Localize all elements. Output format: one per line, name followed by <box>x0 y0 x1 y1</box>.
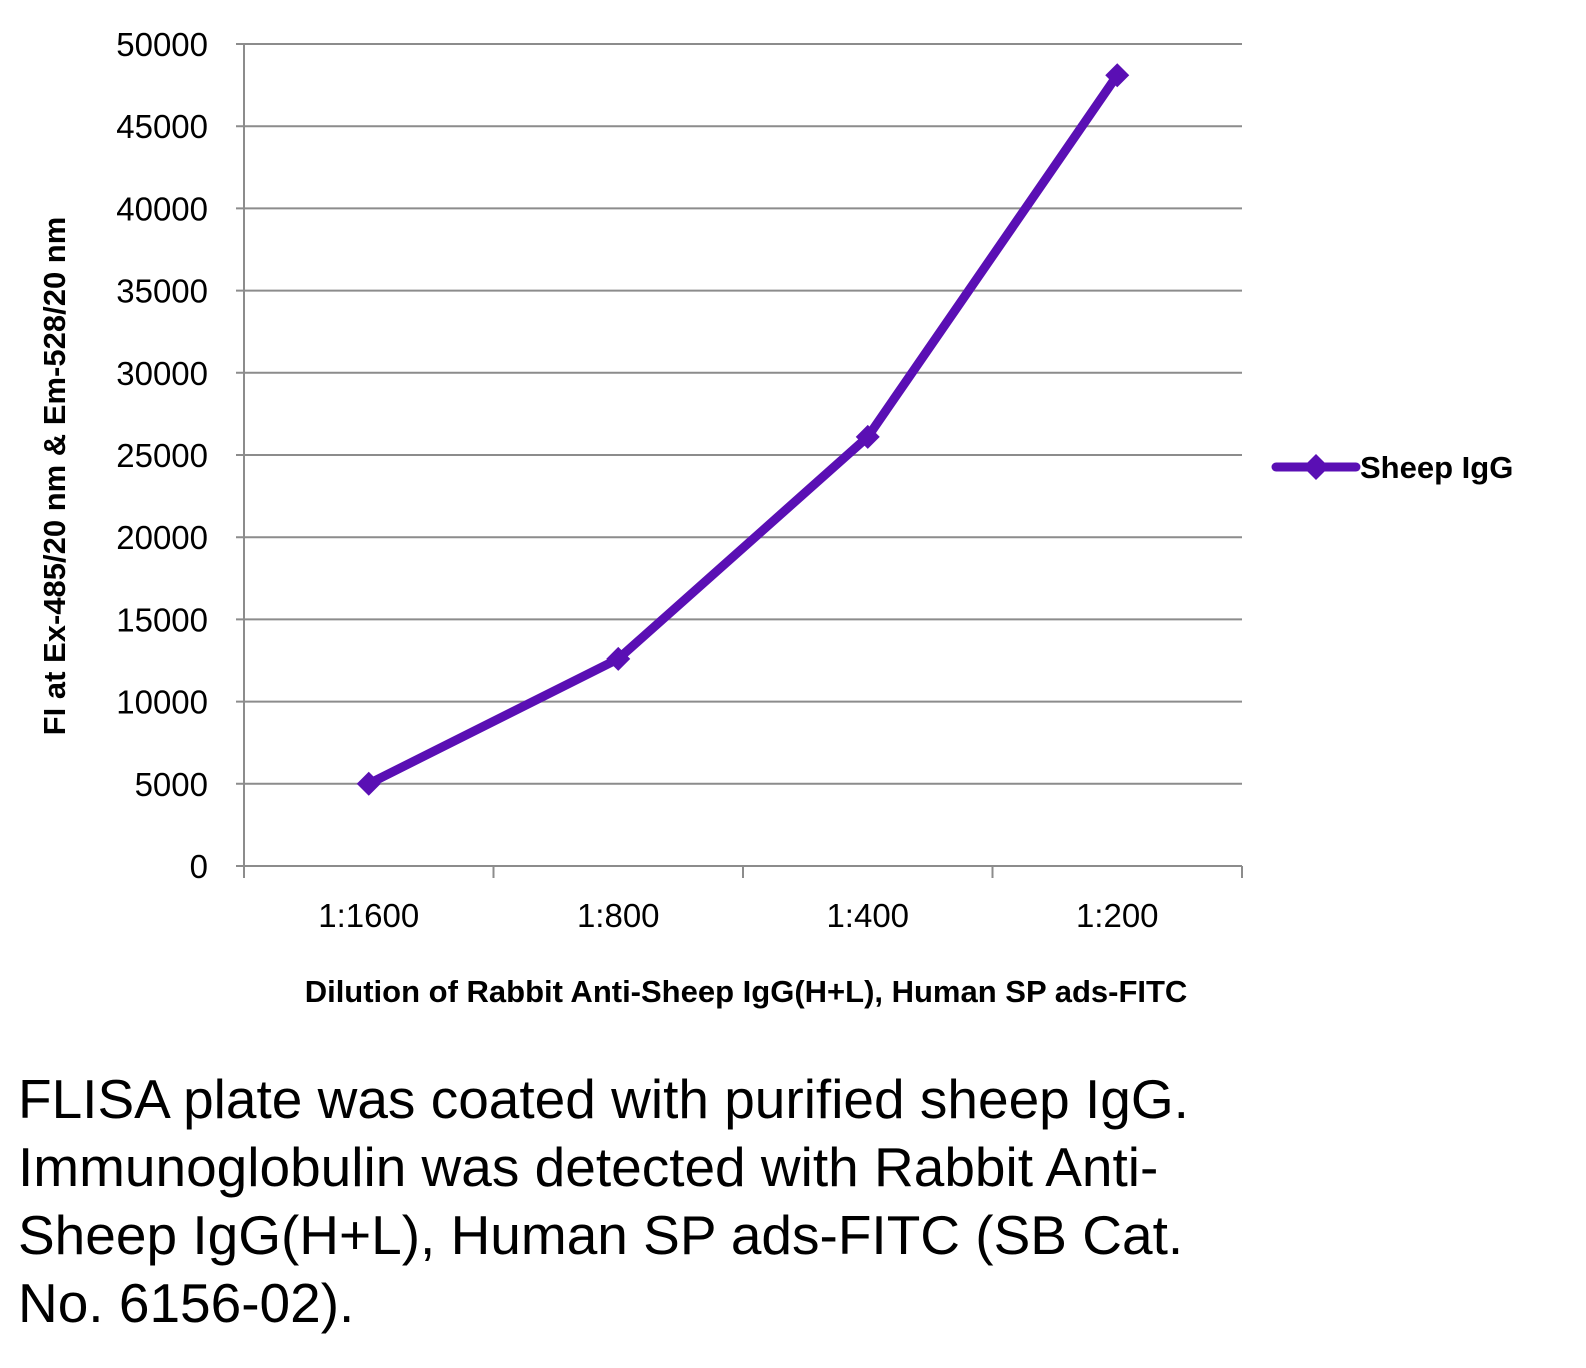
x-axis-title: Dilution of Rabbit Anti-Sheep IgG(H+L), … <box>305 974 1188 1009</box>
data-point-1-800 <box>606 646 631 671</box>
gridlines <box>236 43 1242 785</box>
chart: 0 5000 10000 15000 20000 25000 30000 35000 40000… <box>37 26 1513 1009</box>
y-axis-title: FI at Ex-485/20 nm & Em-528/20 nm <box>37 217 72 736</box>
legend-label-sheep-igg: Sheep IgG <box>1360 450 1513 485</box>
data-point-1-1600 <box>356 771 381 796</box>
y-tick-label: 15000 <box>116 601 208 638</box>
y-tick-label: 40000 <box>116 190 208 227</box>
x-tick-labels: 1:1600 1:800 1:400 1:200 <box>318 897 1158 934</box>
x-tick-label: 1:400 <box>826 897 909 934</box>
y-tick-label: 30000 <box>116 355 208 392</box>
y-tick-label: 10000 <box>116 684 208 721</box>
y-tick-label: 25000 <box>116 437 208 474</box>
data-point-1-200 <box>1105 63 1130 88</box>
x-tick-label: 1:1600 <box>318 897 419 934</box>
y-tick-label: 50000 <box>116 26 208 63</box>
y-tick-label: 5000 <box>135 766 208 803</box>
figure-caption: FLISA plate was coated with purified she… <box>18 1068 1189 1334</box>
y-tick-label: 45000 <box>116 108 208 145</box>
data-point-1-400 <box>855 424 880 449</box>
axes <box>236 44 1243 878</box>
x-tick-label: 1:200 <box>1076 897 1159 934</box>
y-tick-label: 0 <box>190 848 208 885</box>
x-tick-label: 1:800 <box>577 897 660 934</box>
y-tick-label: 20000 <box>116 519 208 556</box>
legend: Sheep IgG <box>1271 450 1513 485</box>
legend-marker-sheep-igg <box>1303 454 1329 480</box>
y-tick-label: 35000 <box>116 273 208 310</box>
y-tick-labels: 0 5000 10000 15000 20000 25000 30000 35000 40000… <box>116 26 208 885</box>
series-line-sheep-igg <box>364 70 1122 789</box>
series-layer <box>356 63 1130 796</box>
